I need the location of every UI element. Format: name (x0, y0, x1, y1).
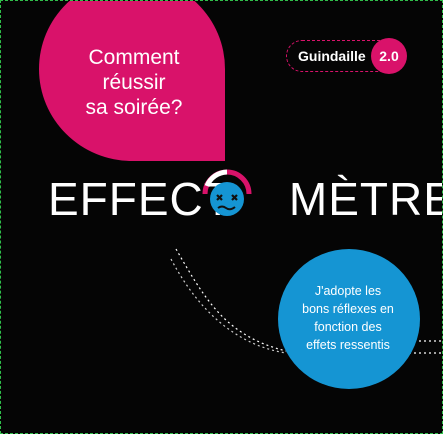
badge-version: 2.0 (371, 38, 407, 74)
question-line-2: réussir (102, 71, 166, 94)
badge-label: Guindaille (298, 48, 366, 64)
question-bubble (39, 1, 225, 161)
guindaille-badge: Guindaille 2.0 (286, 38, 407, 74)
page-title: EFFECT MÈTRE (48, 172, 442, 226)
question-line-1: Comment (88, 46, 180, 69)
info-text: J'adopte les bons réflexes en fonction d… (288, 282, 408, 354)
info-bubble (278, 249, 420, 389)
info-line-3: fonction des (314, 320, 382, 334)
question-text: Comment réussir sa soirée? (59, 45, 209, 120)
info-line-1: J'adopte les (314, 284, 382, 298)
question-line-3: sa soirée? (85, 96, 183, 119)
title-right: MÈTRE (288, 173, 443, 225)
dizzy-face-icon (202, 169, 252, 216)
info-line-4: effets ressentis (306, 338, 390, 352)
info-line-2: bons réflexes en (302, 302, 394, 316)
title-left: EFFECT (48, 173, 233, 225)
